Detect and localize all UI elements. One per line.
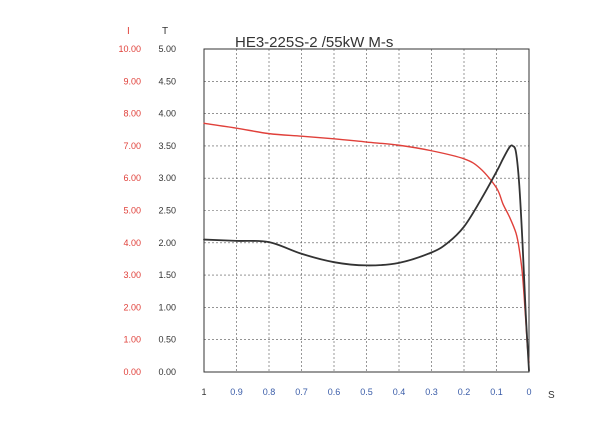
x-tick-label-S: 0.1 <box>490 387 503 397</box>
series-line-torque <box>203 144 530 372</box>
y-tick-label-I: 6.00 <box>123 173 141 183</box>
y-tick-label-T: 0.50 <box>158 335 176 345</box>
y-tick-label-T: 3.50 <box>158 141 176 151</box>
y-tick-label-I: 0.00 <box>123 367 141 377</box>
y-tick-label-T: 2.50 <box>158 206 176 216</box>
y-tick-label-I: 5.00 <box>123 206 141 216</box>
plot-frame <box>203 48 530 373</box>
y-tick-label-I: 7.00 <box>123 141 141 151</box>
x-tick-label-S: 0.3 <box>425 387 438 397</box>
y-tick-label-I: 9.00 <box>123 76 141 86</box>
y-tick-label-I: 2.00 <box>123 302 141 312</box>
x-tick-label-S: 0.7 <box>295 387 308 397</box>
chart-title: HE3-225S-2 /55kW M-s <box>235 34 393 51</box>
y-tick-label-I: 3.00 <box>123 270 141 280</box>
y-tick-label-I: 8.00 <box>123 109 141 119</box>
y-tick-label-T: 0.00 <box>158 367 176 377</box>
x-tick-label-S: 0.9 <box>230 387 243 397</box>
y-tick-label-I: 10.00 <box>118 44 141 54</box>
y-tick-label-T: 3.00 <box>158 173 176 183</box>
y-axis-label-T: T <box>162 26 168 37</box>
series-group <box>203 122 530 372</box>
y-tick-label-T: 4.50 <box>158 76 176 86</box>
x-tick-label-S: 0.6 <box>328 387 341 397</box>
y-ticks-I: 0.00 1.00 2.00 3.00 4.00 5.00 6.00 7.00 8.00 9.00… <box>118 44 141 377</box>
y-tick-label-T: 1.00 <box>158 302 176 312</box>
y-ticks-T: 0.00 0.50 1.00 1.50 2.00 2.50 3.00 3.50 4.00 4.50… <box>158 44 176 377</box>
series-line-current <box>203 122 530 364</box>
y-tick-label-T: 4.00 <box>158 109 176 119</box>
x-tick-label-S: 0.5 <box>360 387 373 397</box>
y-axis-label-I: I <box>127 26 130 37</box>
x-tick-label-S: 0.8 <box>263 387 276 397</box>
x-tick-label-S: 1 <box>201 387 206 397</box>
x-axis-label-S: S <box>548 390 555 401</box>
x-tick-label-S: 0.2 <box>458 387 471 397</box>
y-tick-label-I: 1.00 <box>123 335 141 345</box>
y-tick-label-T: 5.00 <box>158 44 176 54</box>
x-ticks-S: 1 0.9 0.8 0.7 0.6 0.5 0.4 0.3 0.2 0.1 0 <box>201 387 531 397</box>
y-tick-label-T: 1.50 <box>158 270 176 280</box>
y-tick-label-I: 4.00 <box>123 238 141 248</box>
x-tick-label-S: 0.4 <box>393 387 406 397</box>
y-tick-label-T: 2.00 <box>158 238 176 248</box>
x-tick-label-S: 0 <box>526 387 531 397</box>
